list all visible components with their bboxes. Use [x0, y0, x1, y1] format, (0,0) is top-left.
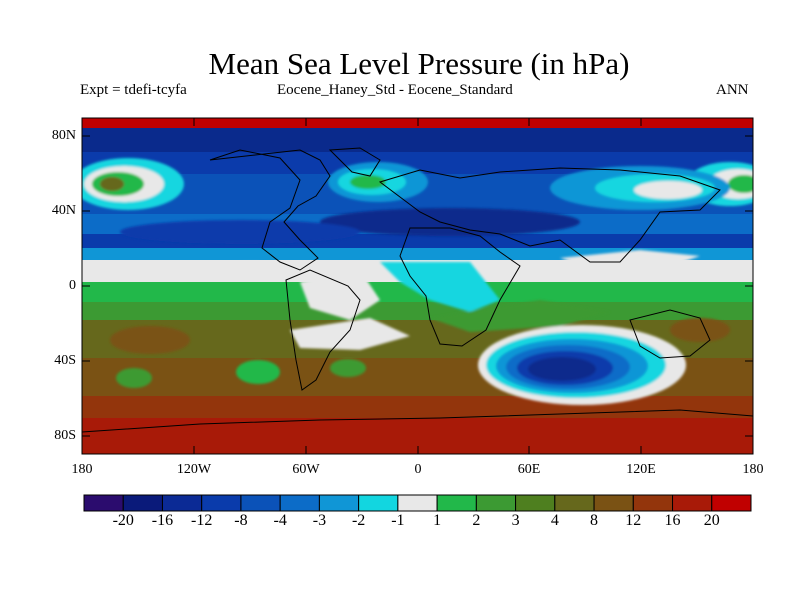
x-tick-label: 0: [414, 462, 422, 477]
colorbar-label: -8: [234, 512, 248, 529]
colorbar-label: 4: [550, 512, 559, 529]
colorbar-label: -4: [273, 512, 287, 529]
coast-africa: [399, 227, 521, 347]
colorbar-swatch: [83, 494, 124, 512]
colorbar-swatch: [593, 494, 634, 512]
coastlines: [82, 147, 753, 433]
low-americas: [120, 220, 360, 244]
y-tick-label: 0: [69, 278, 76, 293]
colorbar-label: -1: [391, 512, 405, 529]
colorbar-label: -16: [151, 512, 174, 529]
colorbar-swatch: [122, 494, 163, 512]
pressure-field: [82, 118, 753, 454]
colorbar-label: 3: [511, 512, 520, 529]
coast-south-america: [285, 269, 361, 391]
colorbar-swatch: [672, 494, 713, 512]
colorbar-label: -12: [191, 512, 213, 529]
y-tick-label: 80S: [54, 428, 76, 443]
colorbar-swatch: [515, 494, 556, 512]
colorbar-swatch: [358, 494, 399, 512]
colorbar-label: -20: [112, 512, 134, 529]
low-eurasia: [320, 208, 580, 236]
colorbar-swatch: [279, 494, 320, 512]
colorbar-swatch: [711, 494, 752, 512]
colorbar-swatch: [201, 494, 242, 512]
band-highlat-south: [82, 396, 753, 418]
colorbar-swatch: [632, 494, 674, 512]
colorbar-swatch: [475, 494, 517, 512]
y-tick-marks: [82, 135, 753, 437]
band-arctic: [82, 128, 753, 152]
colorbar-label: 8: [590, 512, 599, 529]
x-tick-marks: [81, 118, 754, 454]
x-tick-label: 60W: [292, 462, 320, 477]
coast-greenland: [328, 147, 381, 177]
x-tick-label: 120W: [176, 462, 212, 477]
colorbar-label: 20: [703, 512, 720, 529]
tropical-white-south: [290, 318, 410, 350]
x-tick-label: 120E: [626, 462, 656, 477]
x-tick-label: 60E: [517, 462, 541, 477]
coast-north-america: [209, 149, 331, 271]
colorbar-label: 12: [625, 512, 642, 529]
colorbar-label: 16: [664, 512, 681, 529]
coast-australia: [629, 309, 711, 359]
patch-south-pacific: [236, 360, 280, 384]
x-tick-label: 180: [742, 462, 764, 477]
tropical-white-amazon: [300, 270, 380, 320]
colorbar-swatch: [554, 494, 595, 512]
colorbar-swatch: [161, 494, 203, 512]
tropical-cyan-africa: [380, 262, 500, 312]
y-tick-label: 40N: [51, 203, 76, 218]
y-tick-label: 40S: [54, 353, 76, 368]
y-tick-label: 80N: [51, 128, 76, 143]
x-tick-label: 180: [71, 462, 93, 477]
colorbar-label: -2: [351, 512, 366, 529]
colorbar-swatch: [397, 494, 438, 512]
season-label: ANN: [716, 82, 749, 98]
colorbar-label: 2: [472, 512, 481, 529]
coast-eurasia: [378, 167, 721, 263]
coast-antarctica: [82, 409, 753, 433]
map-title: Mean Sea Level Pressure (in hPa): [208, 46, 630, 81]
comparison-label: Eocene_Haney_Std - Eocene_Standard: [277, 82, 513, 98]
colorbar-swatch: [318, 494, 360, 512]
colorbar: [83, 494, 752, 512]
colorbar-label: 1: [433, 512, 442, 529]
colorbar-swatch: [436, 494, 477, 512]
experiment-label: Expt = tdefi-tcyfa: [80, 82, 187, 98]
colorbar-label: -3: [312, 512, 327, 529]
colorbar-swatch: [240, 494, 281, 512]
band-tropic-south: [82, 302, 753, 320]
